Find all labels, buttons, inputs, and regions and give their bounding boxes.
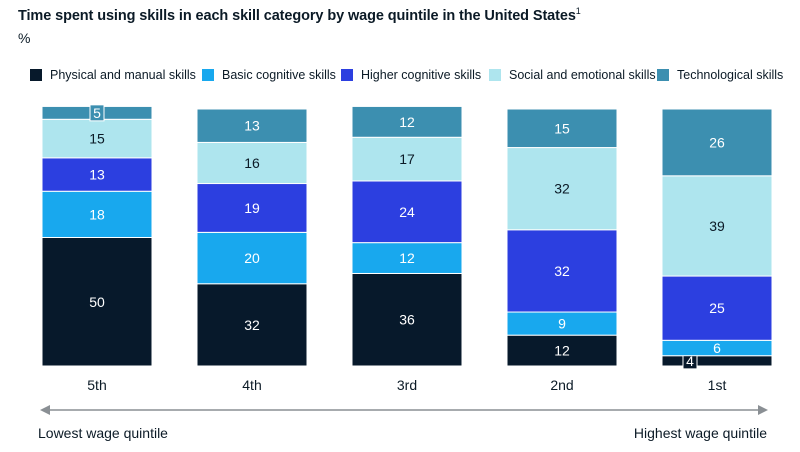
data-label-basic-4th: 20 — [244, 250, 260, 266]
category-label-3rd: 3rd — [397, 377, 417, 393]
data-label-tech-5th: 5 — [93, 105, 101, 121]
bar-segment-social-4th — [196, 141, 308, 185]
bar-segment-physical-2nd — [506, 334, 618, 367]
legend-label-social: Social and emotional skills — [509, 68, 656, 82]
data-label-higher-2nd: 32 — [554, 263, 570, 279]
data-label-higher-5th: 13 — [89, 167, 105, 183]
bar-segment-tech-4th — [196, 108, 308, 143]
data-label-physical-2nd: 12 — [554, 343, 570, 359]
legend-label-tech: Technological skills — [677, 68, 784, 82]
bar-segment-higher-3rd — [351, 180, 463, 244]
bar-segment-basic-5th — [41, 190, 153, 239]
bar-segment-higher-5th — [41, 157, 153, 192]
bar-segment-physical-3rd — [351, 272, 463, 367]
data-label-physical-5th: 50 — [89, 294, 105, 310]
legend-item-physical: Physical and manual skills — [30, 68, 196, 82]
data-label-higher-1st: 25 — [709, 300, 725, 316]
arrow-right-head — [758, 405, 768, 415]
bar-segment-tech-1st — [661, 108, 773, 177]
legend-swatch-social — [489, 69, 501, 81]
unit-label: % — [18, 30, 31, 46]
data-label-tech-3rd: 12 — [399, 114, 415, 130]
legend-swatch-basic — [202, 69, 214, 81]
data-label-social-4th: 16 — [244, 155, 260, 171]
bar-segment-social-1st — [661, 175, 773, 277]
bar-segment-basic-4th — [196, 231, 308, 285]
data-label-basic-3rd: 12 — [399, 250, 415, 266]
bar-segment-physical-4th — [196, 283, 308, 367]
bar-segment-tech-2nd — [506, 108, 618, 149]
data-label-basic-1st: 6 — [713, 340, 721, 356]
data-label-physical-1st: 4 — [686, 353, 694, 369]
data-label-higher-4th: 19 — [244, 200, 260, 216]
legend-item-basic: Basic cognitive skills — [202, 68, 336, 82]
category-label-5th: 5th — [87, 377, 106, 393]
chart-title: Time spent using skills in each skill ca… — [18, 6, 581, 24]
data-label-social-3rd: 17 — [399, 151, 415, 167]
data-label-tech-2nd: 15 — [554, 120, 570, 136]
bar-segment-higher-2nd — [506, 229, 618, 313]
bar-segment-physical-5th — [41, 237, 153, 367]
legend-swatch-tech — [657, 69, 669, 81]
bar-segment-tech-3rd — [351, 105, 463, 138]
legend-item-higher: Higher cognitive skills — [341, 68, 481, 82]
category-label-1st: 1st — [708, 377, 727, 393]
legend-label-physical: Physical and manual skills — [50, 68, 196, 82]
data-label-social-5th: 15 — [89, 131, 105, 147]
title-footnote: 1 — [575, 6, 581, 16]
bar-segment-social-3rd — [351, 136, 463, 182]
data-label-social-2nd: 32 — [554, 181, 570, 197]
legend-swatch-higher — [341, 69, 353, 81]
arrow-left-head — [40, 405, 50, 415]
data-label-basic-2nd: 9 — [558, 316, 566, 332]
data-label-physical-4th: 32 — [244, 317, 260, 333]
legend-label-basic: Basic cognitive skills — [222, 68, 336, 82]
data-label-social-1st: 39 — [709, 218, 725, 234]
legend-item-tech: Technological skills — [657, 68, 783, 82]
bar-segment-basic-3rd — [351, 242, 463, 274]
bar-segment-social-5th — [41, 118, 153, 159]
legend-swatch-physical — [30, 69, 42, 81]
data-label-box-tech-5th — [89, 104, 105, 122]
data-label-basic-5th: 18 — [89, 206, 105, 222]
bar-segment-physical-1st — [661, 355, 773, 367]
data-label-physical-3rd: 36 — [399, 312, 415, 328]
data-label-tech-1st: 26 — [709, 134, 725, 150]
highest-wage-label: Highest wage quintile — [633, 425, 767, 441]
wage-direction-arrow — [40, 405, 768, 415]
category-label-2nd: 2nd — [550, 377, 573, 393]
bar-segment-higher-1st — [661, 275, 773, 341]
chart-title-text: Time spent using skills in each skill ca… — [18, 7, 576, 24]
bar-segment-social-2nd — [506, 147, 618, 231]
bars-group: 50 18 13 15 5 32 20 19 16 13 36 12 24 17 12 12 9 32 32 15 4 6… — [41, 104, 773, 370]
category-labels: 5th 4th 3rd 2nd 1st — [87, 377, 726, 393]
legend-label-higher: Higher cognitive skills — [361, 68, 482, 82]
data-label-higher-3rd: 24 — [399, 204, 415, 220]
data-label-tech-4th: 13 — [244, 118, 260, 134]
legend-item-social: Social and emotional skills — [489, 68, 656, 82]
lowest-wage-label: Lowest wage quintile — [38, 425, 168, 441]
category-label-4th: 4th — [242, 377, 261, 393]
